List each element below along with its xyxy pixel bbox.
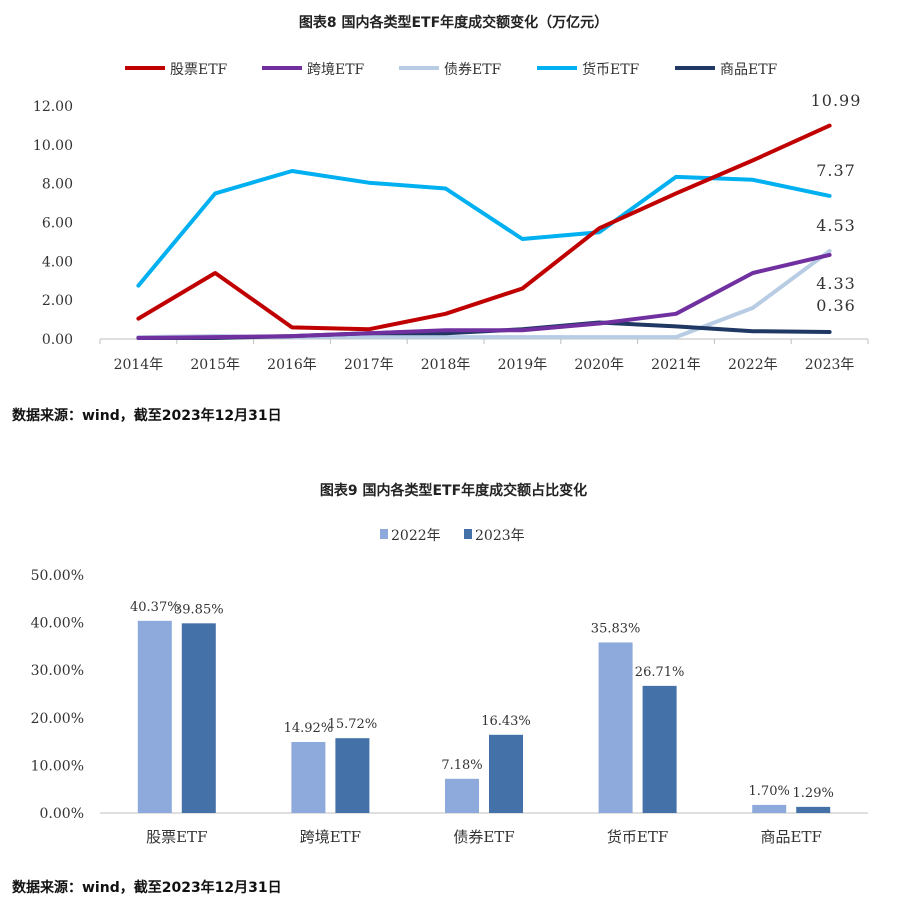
bar-0: [598, 642, 633, 813]
chart1-title: 图表8 国内各类型ETF年度成交额变化（万亿元）: [298, 15, 609, 31]
bar-1: [796, 806, 831, 813]
x-tick-label: 2023年: [805, 357, 855, 373]
bar-chart: 2022年 2023年 0.00% 10.00% 20.00% 30.00% 40.00% 5…: [31, 528, 868, 846]
y-tick-label: 30.00%: [31, 663, 84, 679]
legend-label-0: 股票ETF: [170, 62, 228, 78]
series-line-0: [136, 123, 832, 332]
bar-value-label: 39.85%: [174, 602, 224, 617]
x-tick-label: 2016年: [267, 357, 317, 373]
legend-label-1: 2023年: [475, 528, 525, 544]
x-tick-label: 2020年: [574, 357, 624, 373]
x-tick-label: 2015年: [190, 357, 240, 373]
data-label: 4.33: [816, 274, 856, 293]
y-tick-label: 20.00%: [31, 711, 84, 727]
legend-swatch-1: [464, 529, 472, 539]
y-tick-label: 40.00%: [31, 616, 84, 632]
bar-value-label: 14.92%: [284, 721, 334, 736]
legend-label-2: 债券ETF: [444, 62, 502, 78]
x-tick-label: 跨境ETF: [300, 828, 361, 846]
chart2-source: 数据来源：wind，截至2023年12月31日: [12, 880, 282, 896]
bar-value-label: 1.70%: [749, 784, 790, 799]
x-tick-label: 股票ETF: [146, 828, 207, 846]
y-tick-label: 10.00%: [31, 758, 84, 774]
data-label: 10.99: [811, 91, 862, 110]
line-chart: 股票ETF 跨境ETF 债券ETF 货币ETF 商品ETF 0.00 2.00 4.00 6.0…: [33, 61, 869, 373]
bar-1: [181, 623, 216, 813]
y-tick-label: 0.00%: [40, 806, 84, 822]
series-line-1: [136, 252, 832, 340]
y-tick-label: 8.00: [42, 177, 73, 193]
data-label: 0.36: [816, 296, 856, 315]
chart2-title: 图表9 国内各类型ETF年度成交额占比变化: [319, 483, 588, 499]
x-tick-label: 债券ETF: [453, 828, 514, 846]
bar-0: [445, 778, 479, 813]
series-line-3: [136, 169, 832, 288]
x-tick-label: 2022年: [728, 357, 778, 373]
y-tick-label: 6.00: [42, 216, 73, 232]
bar-value-label: 26.71%: [635, 665, 685, 680]
bar-value-label: 7.18%: [441, 758, 482, 773]
x-tick-label: 货币ETF: [607, 828, 668, 846]
x-tick-label: 2018年: [421, 357, 471, 373]
y-tick-label: 0.00: [42, 332, 73, 348]
data-label: 7.37: [816, 161, 856, 180]
y-tick-label: 50.00%: [31, 568, 84, 584]
bar-1: [642, 685, 677, 813]
data-label: 4.53: [816, 216, 856, 235]
x-tick-label: 2017年: [344, 357, 394, 373]
y-tick-label: 2.00: [42, 293, 73, 309]
bar-value-label: 16.43%: [481, 714, 531, 729]
legend-label-4: 商品ETF: [720, 62, 778, 78]
chart1-source: 数据来源：wind，截至2023年12月31日: [12, 408, 282, 424]
bar-1: [335, 738, 370, 813]
x-tick-label: 商品ETF: [761, 828, 822, 846]
legend-label-3: 货币ETF: [582, 61, 640, 78]
y-tick-label: 10.00: [33, 138, 73, 154]
legend-label-0: 2022年: [391, 528, 441, 544]
bar-0: [752, 804, 787, 813]
y-tick-label: 12.00: [33, 99, 73, 115]
legend-swatch-0: [380, 529, 388, 539]
bar-value-label: 40.37%: [130, 600, 180, 615]
x-tick-label: 2019年: [498, 357, 548, 373]
bar-value-label: 15.72%: [328, 717, 378, 732]
bar-0: [291, 741, 326, 813]
y-tick-label: 4.00: [42, 254, 73, 270]
legend-label-1: 跨境ETF: [307, 62, 365, 78]
x-tick-label: 2014年: [114, 357, 164, 373]
bar-0: [137, 620, 172, 813]
bar-1: [489, 734, 523, 813]
bar-value-label: 35.83%: [591, 621, 641, 636]
x-tick-label: 2021年: [651, 357, 701, 373]
bar-value-label: 1.29%: [793, 786, 834, 801]
